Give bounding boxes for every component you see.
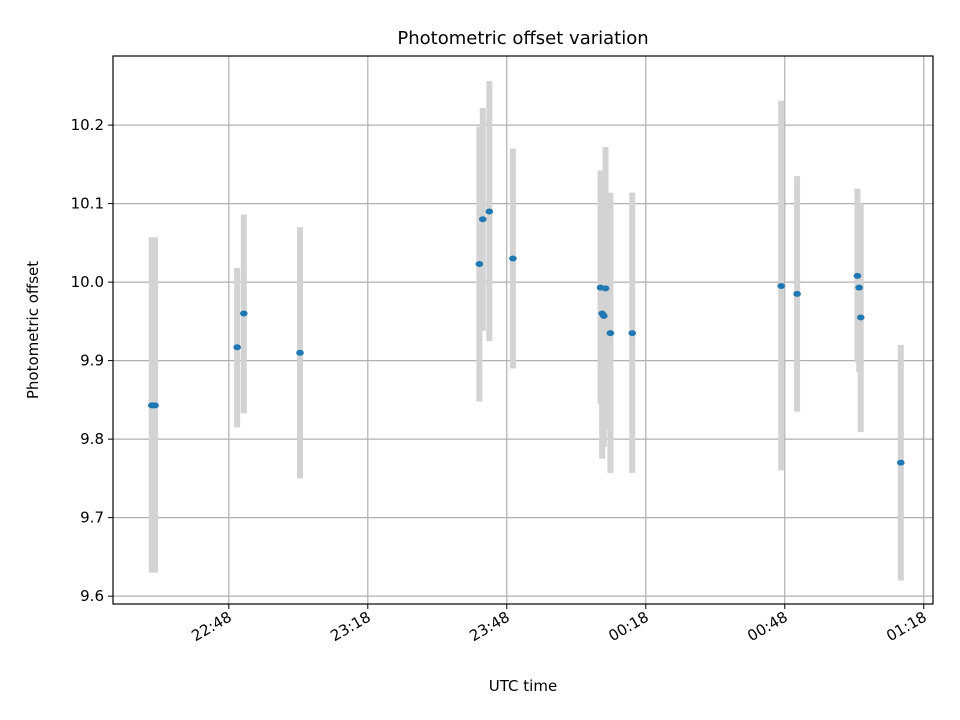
chart-title: Photometric offset variation	[397, 28, 648, 49]
data-point	[600, 312, 608, 319]
y-tick-label: 9.7	[80, 509, 104, 527]
data-point	[485, 208, 494, 215]
data-point	[509, 255, 517, 262]
data-point	[475, 261, 484, 268]
data-point	[239, 310, 248, 317]
y-tick-label: 10.0	[71, 273, 104, 291]
data-point	[856, 314, 865, 321]
x-axis-label: UTC time	[489, 677, 557, 695]
y-tick-label: 10.2	[71, 116, 104, 134]
y-axis-label: Photometric offset	[24, 261, 42, 399]
data-point	[897, 459, 905, 466]
data-point	[777, 283, 785, 290]
data-points	[147, 208, 905, 466]
data-point	[606, 330, 615, 337]
data-point	[296, 349, 304, 356]
y-tick-label: 10.1	[71, 195, 104, 213]
data-point	[628, 330, 637, 337]
data-point	[151, 402, 159, 409]
y-tick-label: 9.6	[80, 587, 104, 605]
data-point	[478, 216, 487, 223]
data-point	[853, 272, 862, 279]
plot-frame	[112, 55, 934, 605]
data-point	[601, 285, 610, 292]
y-axis-ticks: 9.6 9.7 9.8 9.9 10.0 10.1 10.2	[71, 116, 113, 605]
data-point	[855, 284, 863, 291]
data-point	[793, 290, 801, 297]
y-tick-label: 9.9	[80, 352, 104, 370]
y-tick-label: 9.8	[80, 430, 104, 448]
data-point	[233, 344, 241, 351]
